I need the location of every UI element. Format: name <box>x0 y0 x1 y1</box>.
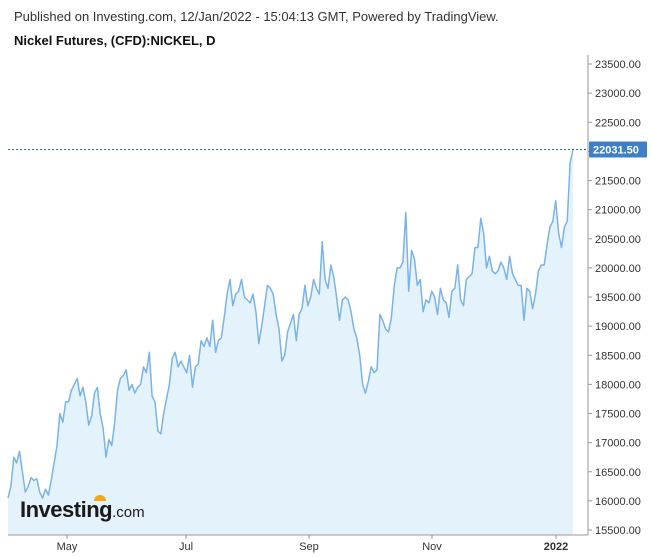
y-tick-label: 23500.00 <box>595 59 641 71</box>
x-axis-ticks: May Jul Sep Nov 2022 <box>57 535 568 553</box>
y-tick-label: 17000.00 <box>595 438 641 450</box>
logo-word: Investing <box>20 497 113 522</box>
y-tick-label: 19500.00 <box>595 292 641 304</box>
x-tick-label: 2022 <box>544 541 568 553</box>
logo-mark-icon <box>94 495 106 501</box>
y-axis-ticks: 15500.00 16000.00 16500.00 17000.00 17500.00… <box>588 59 641 537</box>
chart-title: Nickel Futures, (CFD):NICKEL, D <box>14 33 216 48</box>
published-caption: Published on Investing.com, 12/Jan/2022 … <box>14 9 499 24</box>
y-tick-label: 19000.00 <box>595 321 641 333</box>
y-tick-label: 21000.00 <box>595 205 641 217</box>
y-tick-label: 15500.00 <box>595 525 641 537</box>
investing-logo: Investing.com <box>20 495 145 523</box>
price-area-fill <box>8 149 573 535</box>
last-price-label: 22031.50 <box>593 145 639 157</box>
y-tick-label: 16000.00 <box>595 496 641 508</box>
y-tick-label: 18000.00 <box>595 379 641 391</box>
y-tick-label: 18500.00 <box>595 350 641 362</box>
logo-suffix: .com <box>112 504 145 521</box>
x-tick-label: Nov <box>422 541 442 553</box>
y-tick-label: 21500.00 <box>595 176 641 188</box>
last-price-badge: 22031.50 <box>589 141 647 158</box>
x-tick-label: Jul <box>179 541 193 553</box>
price-line <box>7 149 574 499</box>
x-tick-label: Sep <box>299 541 319 553</box>
y-tick-label: 16500.00 <box>595 467 641 479</box>
last-price-badge-bg <box>589 141 647 158</box>
y-tick-label: 22500.00 <box>595 117 641 129</box>
y-tick-label: 20000.00 <box>595 263 641 275</box>
y-tick-label: 20500.00 <box>595 234 641 246</box>
y-tick-label: 23000.00 <box>595 88 641 100</box>
x-tick-label: May <box>57 541 78 553</box>
y-tick-label: 17500.00 <box>595 409 641 421</box>
